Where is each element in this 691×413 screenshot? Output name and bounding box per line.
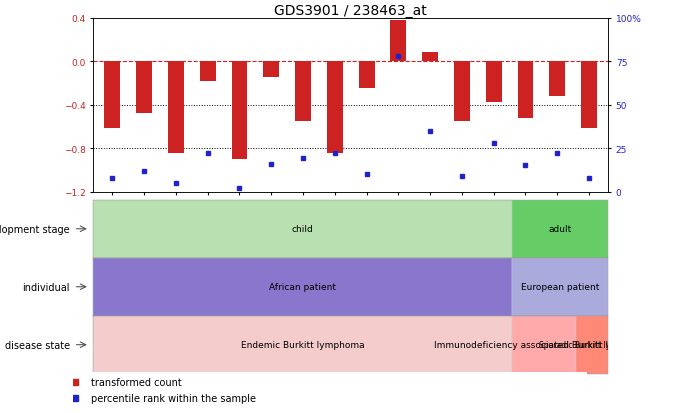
Bar xyxy=(168,62,184,154)
Bar xyxy=(549,62,565,97)
Bar xyxy=(327,62,343,154)
Bar xyxy=(390,21,406,62)
Bar xyxy=(518,62,533,118)
Text: adult: adult xyxy=(548,225,571,234)
Text: percentile rank within the sample: percentile rank within the sample xyxy=(91,394,256,404)
Bar xyxy=(200,62,216,81)
Bar xyxy=(231,62,247,159)
Bar xyxy=(359,62,375,89)
Bar xyxy=(93,258,511,316)
Text: Sporadic Burkitt lymphoma: Sporadic Burkitt lymphoma xyxy=(540,340,645,349)
Text: African patient: African patient xyxy=(269,282,336,292)
Text: Immunodeficiency associated Burkitt lymphoma: Immunodeficiency associated Burkitt lymp… xyxy=(434,340,654,349)
Bar xyxy=(93,200,511,258)
Bar xyxy=(581,62,597,129)
Bar xyxy=(295,62,311,121)
Bar xyxy=(511,316,576,374)
Bar xyxy=(576,316,608,374)
Bar xyxy=(104,62,120,129)
Bar xyxy=(486,62,502,103)
Text: Endemic Burkitt lymphoma: Endemic Burkitt lymphoma xyxy=(240,340,364,349)
Text: transformed count: transformed count xyxy=(91,377,181,387)
Text: development stage: development stage xyxy=(0,224,70,234)
Bar xyxy=(422,53,438,62)
Bar xyxy=(511,258,608,316)
Bar xyxy=(93,316,511,374)
Title: GDS3901 / 238463_at: GDS3901 / 238463_at xyxy=(274,4,427,18)
Text: child: child xyxy=(292,225,313,234)
Bar xyxy=(511,200,608,258)
Text: European patient: European patient xyxy=(520,282,599,292)
Bar xyxy=(263,62,279,78)
Text: individual: individual xyxy=(23,282,70,292)
Bar xyxy=(136,62,152,114)
Bar xyxy=(454,62,470,121)
Text: disease state: disease state xyxy=(5,340,70,350)
